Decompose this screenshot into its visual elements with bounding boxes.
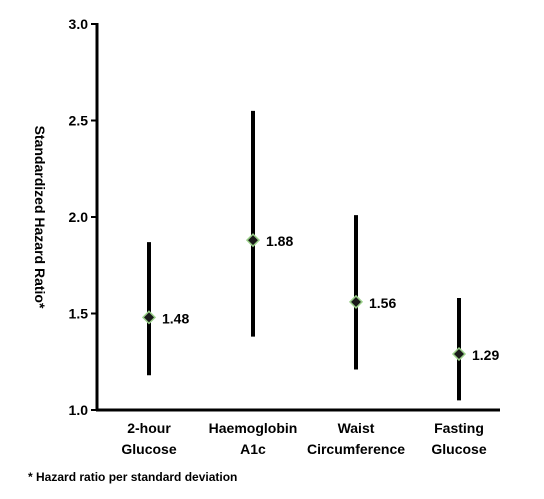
y-ticks: 1.0 1.5 2.0 2.5 3.0 <box>69 16 97 418</box>
data-point-0 <box>141 310 157 325</box>
x-tick-label-0-0: 2-hour <box>127 420 171 436</box>
data-point-2 <box>348 294 364 309</box>
points <box>141 233 467 362</box>
y-tick-label-2: 2.0 <box>69 209 89 225</box>
x-tick-label-2-0: Waist <box>338 420 375 436</box>
x-tick-label-0-1: Glucose <box>121 441 176 457</box>
data-labels: 1.48 1.88 1.56 1.29 <box>162 233 499 363</box>
data-point-3 <box>451 346 467 362</box>
y-tick-label-4: 3.0 <box>69 16 89 32</box>
data-label-1: 1.88 <box>266 233 293 249</box>
data-label-3: 1.29 <box>472 347 499 363</box>
y-tick-label-1: 1.5 <box>69 306 89 322</box>
x-tick-label-1-1: A1c <box>240 441 266 457</box>
data-label-0: 1.48 <box>162 310 189 326</box>
y-tick-label-0: 1.0 <box>69 402 89 418</box>
x-tick-label-1-0: Haemoglobin <box>209 420 298 436</box>
x-tick-label-3-0: Fasting <box>434 420 484 436</box>
error-bars <box>147 110 461 401</box>
x-tick-labels: 2-hour Glucose Haemoglobin A1c Waist Circumfe… <box>121 420 486 457</box>
axes <box>95 23 500 412</box>
x-tick-label-2-1: Circumference <box>307 441 405 457</box>
footnote: * Hazard ratio per standard deviation <box>28 470 237 484</box>
data-label-2: 1.56 <box>369 295 396 311</box>
y-axis-title: Standardized Hazard Ratio* <box>32 126 48 309</box>
x-tick-label-3-1: Glucose <box>431 441 486 457</box>
y-tick-label-3: 2.5 <box>69 113 89 129</box>
data-point-1 <box>245 233 261 248</box>
